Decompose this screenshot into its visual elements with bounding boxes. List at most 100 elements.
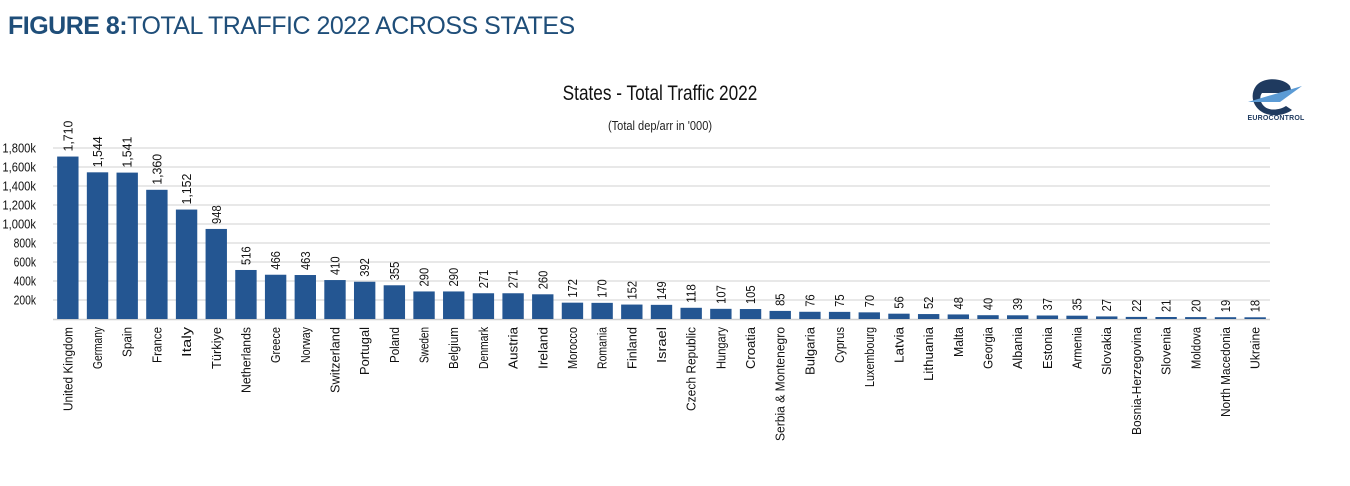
value-label: 75 (833, 294, 847, 306)
value-label: 39 (1011, 298, 1025, 310)
value-label: 271 (507, 270, 521, 289)
value-label: 290 (447, 268, 461, 287)
category-label: Morocco (566, 327, 580, 369)
y-tick-label: 1,400k (2, 180, 36, 194)
category-label: Armenia (1071, 327, 1085, 369)
bar (1066, 315, 1088, 319)
value-label: 152 (625, 281, 639, 300)
value-label: 70 (863, 295, 877, 307)
y-tick-label: 400k (14, 275, 37, 289)
category-label: Switzerland (328, 327, 342, 393)
value-label: 52 (922, 297, 936, 309)
bar (205, 228, 227, 319)
bar (324, 280, 346, 319)
bar (1096, 316, 1118, 319)
category-label: Lithuania (922, 327, 936, 381)
bar (799, 311, 821, 319)
category-label: Georgia (982, 327, 996, 369)
bar (146, 189, 168, 319)
category-label: Ukraine (1249, 327, 1263, 369)
category-label: North Macedonia (1219, 327, 1233, 417)
value-label: 35 (1071, 298, 1085, 310)
bar (353, 281, 376, 319)
category-label: Slovakia (1100, 327, 1114, 375)
category-label: France (150, 327, 164, 363)
category-label: Israel (655, 327, 669, 363)
bar (947, 314, 970, 319)
value-label: 1,152 (180, 174, 194, 205)
category-label: Cyprus (833, 327, 847, 363)
value-label: 18 (1249, 300, 1263, 312)
category-label: Spain (121, 327, 135, 357)
category-label: Netherlands (239, 327, 253, 393)
value-label: 948 (210, 205, 224, 224)
y-tick-label: 1,800k (2, 142, 36, 156)
category-label: Moldova (1189, 327, 1203, 369)
y-tick-label: 1,600k (2, 161, 36, 175)
bar (264, 274, 287, 319)
value-label: 1,544 (91, 136, 105, 167)
value-label: 260 (536, 271, 550, 290)
logo-text: EUROCONTROL (1247, 115, 1305, 122)
bar (86, 172, 109, 319)
category-label: Estonia (1041, 327, 1055, 369)
value-label: 85 (774, 293, 788, 305)
bar (650, 304, 673, 319)
chart-title: States - Total Traffic 2022 (562, 82, 758, 105)
bar (858, 312, 880, 319)
value-label: 105 (744, 285, 758, 304)
value-label: 516 (239, 246, 253, 265)
value-label: 22 (1130, 299, 1144, 311)
bar (680, 307, 702, 319)
y-tick-label: 1,000k (2, 218, 36, 232)
bar (502, 293, 524, 319)
bar (917, 314, 940, 319)
bar (1036, 315, 1059, 319)
category-label: Norway (299, 326, 313, 363)
bar (175, 209, 198, 319)
value-label: 37 (1041, 298, 1055, 310)
category-label: Austria (507, 327, 521, 369)
category-label: Hungary (714, 326, 728, 369)
category-label: United Kingdom (61, 327, 75, 411)
value-label: 20 (1189, 300, 1203, 312)
bar (472, 293, 495, 319)
value-label: 19 (1219, 300, 1233, 312)
value-label: 355 (388, 262, 402, 281)
y-tick-label: 200k (14, 294, 37, 308)
category-labels: United Kingdom Germany Spain France Italy Tür… (61, 326, 1262, 441)
chart-subtitle: (Total dep/arr in '000) (607, 118, 713, 133)
value-label: 27 (1100, 299, 1114, 311)
category-label: Türkiye (210, 327, 224, 369)
bar (739, 309, 762, 319)
value-label: 410 (328, 256, 342, 275)
category-label: Albania (1011, 327, 1025, 369)
value-label: 290 (418, 268, 432, 287)
value-label: 1,710 (61, 121, 75, 152)
category-label: Slovenia (1160, 327, 1174, 375)
y-tick-label: 800k (14, 237, 37, 251)
bar (413, 291, 435, 319)
bar (828, 311, 851, 319)
value-label: 48 (952, 297, 966, 309)
bar (1185, 317, 1207, 319)
bar (443, 291, 465, 319)
figure-title-number: FIGURE 8: (8, 12, 128, 40)
value-label: 392 (358, 258, 372, 277)
category-label: Malta (952, 327, 966, 357)
value-label: 40 (982, 298, 996, 310)
bar (57, 156, 79, 319)
category-label: Bosnia-Herzegovina (1130, 327, 1144, 435)
bar (591, 302, 613, 319)
bar (977, 315, 999, 319)
bar (1007, 315, 1029, 319)
figure-title: FIGURE 8:TOTAL TRAFFIC 2022 ACROSS STATE… (8, 12, 575, 41)
category-label: Italy (180, 326, 194, 357)
bar (235, 269, 257, 319)
category-label: Latvia (892, 327, 906, 363)
category-label: Sweden (418, 327, 432, 363)
bar (710, 308, 732, 319)
bar (888, 313, 910, 319)
category-label: Germany (91, 326, 105, 369)
bar (532, 294, 554, 319)
